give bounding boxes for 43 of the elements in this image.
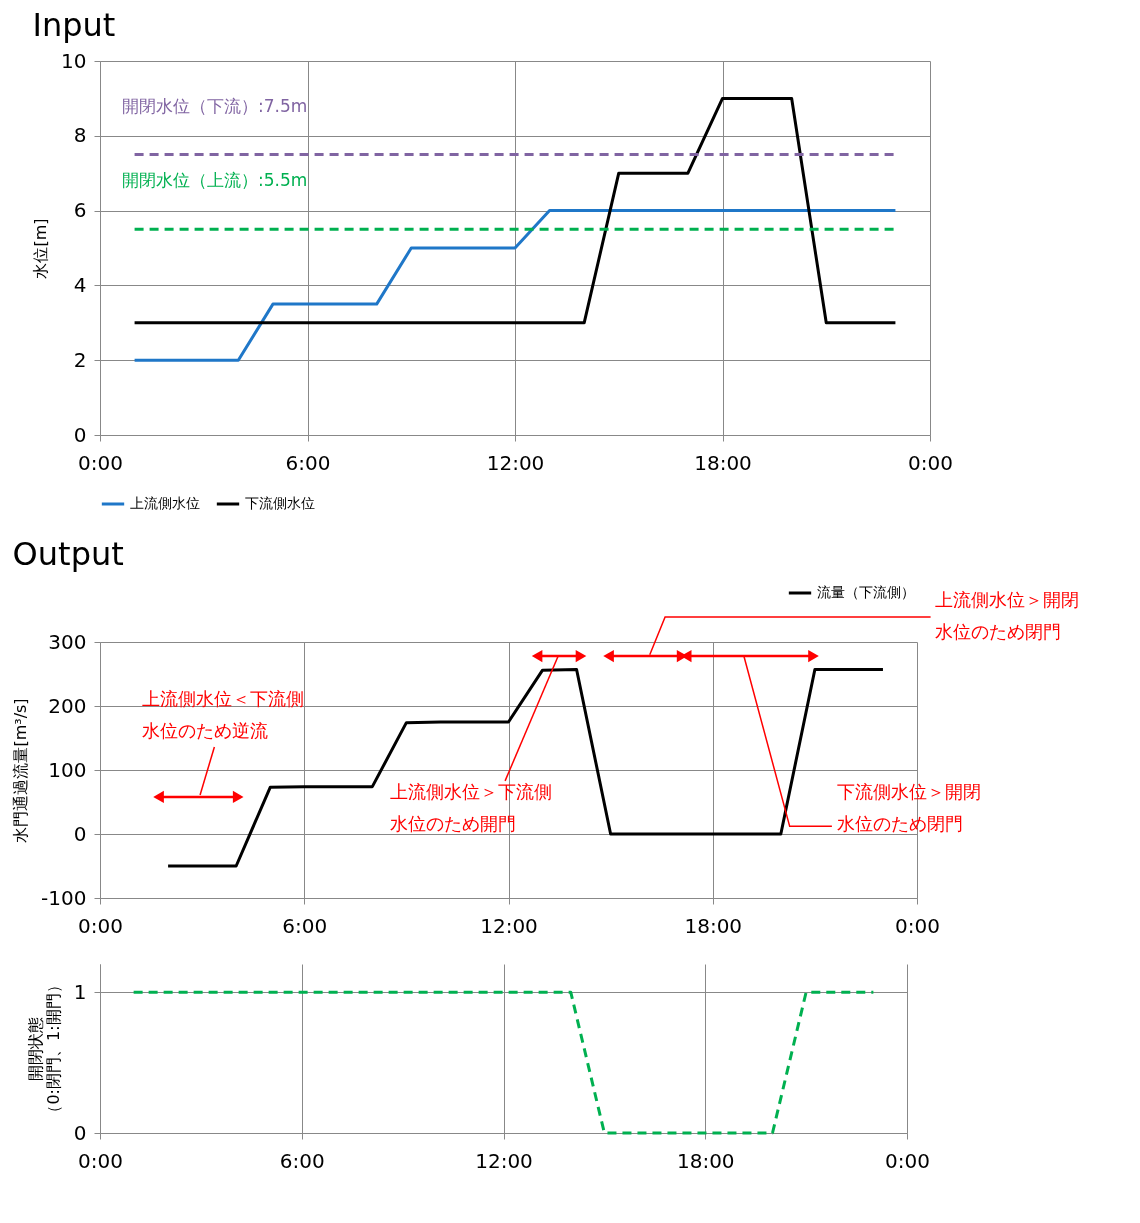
legend-label: 下流側水位 (245, 495, 315, 511)
ref-line-label: 開閉水位（上流）:5.5m (122, 170, 308, 191)
chart-title: Input (32, 6, 116, 44)
x-tick-label: 6:00 (285, 450, 331, 475)
x-tick-label: 12:00 (475, 1148, 533, 1173)
x-tick-label: 6:00 (279, 1148, 325, 1173)
y-tick-label: -100 (41, 885, 87, 910)
annotation: 上流側水位＞下流側水位のため開門 (389, 781, 552, 835)
chart-title: Output (12, 535, 124, 573)
x-tick-label: 18:00 (684, 913, 743, 938)
y-axis-title: 水門通過流量[m³/s] (11, 698, 31, 843)
y-tick-label: 300 (48, 629, 87, 654)
y-tick-label: 200 (48, 693, 87, 718)
y-tick-label: 100 (48, 757, 87, 782)
y-tick-label: 0 (73, 422, 87, 447)
x-tick-label: 0:00 (78, 1148, 123, 1173)
x-tick-label: 12:00 (480, 913, 538, 938)
y-tick-label: 0 (73, 821, 87, 846)
legend-label: 流量（下流側） (817, 584, 915, 600)
y-tick-label: 4 (73, 272, 87, 297)
x-tick-label: 6:00 (282, 913, 328, 938)
ref-line-label: 開閉水位（下流）:7.5m (122, 95, 308, 116)
annotation: 下流側水位＞開閉水位のため閉門 (836, 781, 981, 835)
x-tick-label: 0:00 (78, 913, 123, 938)
x-tick-label: 12:00 (486, 450, 545, 475)
x-tick-label: 0:00 (885, 1148, 930, 1173)
x-tick-label: 0:00 (908, 450, 953, 475)
y-tick-label: 2 (73, 347, 87, 372)
x-tick-label: 0:00 (895, 913, 940, 938)
y-axis-title: 開閉状態（0:閉門、1:開門） (25, 977, 63, 1121)
text: 上流側水位＞開閉水位のため閉門 (935, 589, 1080, 643)
y-tick-label: 0 (73, 1120, 87, 1145)
y-axis-title: 水位[m] (31, 218, 51, 279)
y-tick-label: 1 (73, 979, 87, 1004)
y-tick-label: 8 (73, 123, 87, 148)
x-tick-label: 18:00 (694, 450, 752, 475)
annotation: 上流側水位＜下流側水位のため逆流 (141, 688, 304, 742)
line-series (133, 209, 897, 362)
legend-label: 上流側水位 (130, 495, 200, 511)
x-tick-label: 18:00 (676, 1148, 735, 1173)
y-tick-label: 10 (61, 48, 87, 73)
y-tick-label: 6 (73, 198, 87, 223)
x-tick-label: 0:00 (78, 450, 123, 475)
